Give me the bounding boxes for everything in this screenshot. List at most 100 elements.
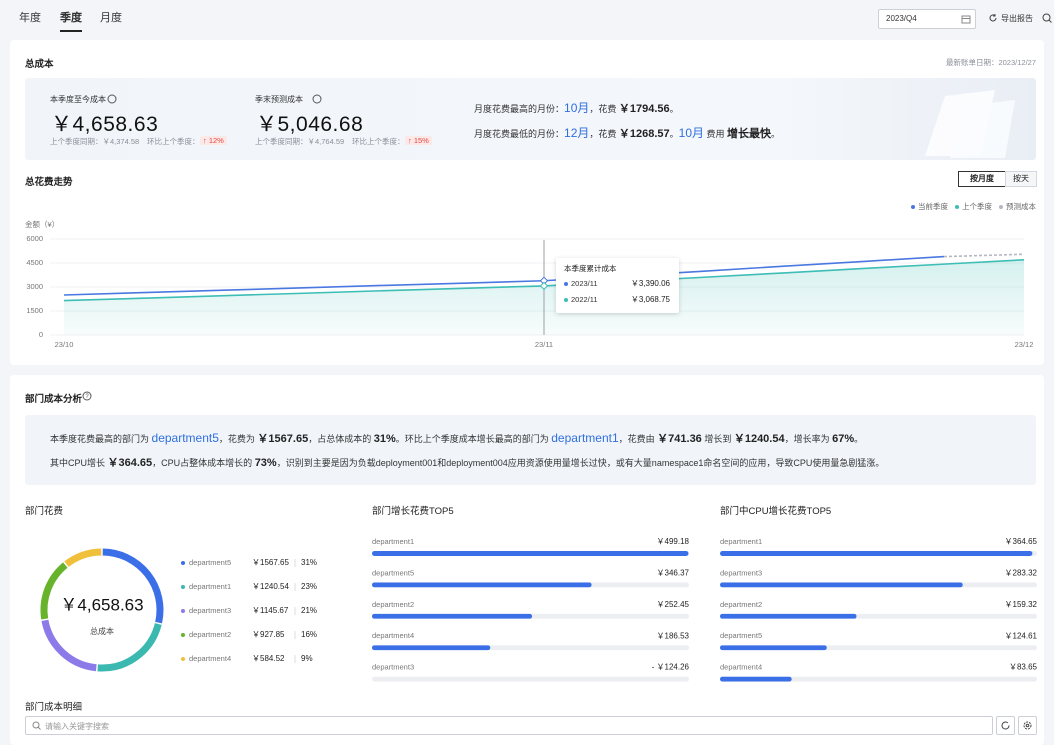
- bar: [372, 645, 491, 651]
- bar-value: ￥499.18: [657, 537, 690, 546]
- bar-label: department5: [372, 568, 414, 577]
- bar-label: department5: [720, 631, 762, 640]
- bar-track: [372, 676, 689, 682]
- legend-marker: [181, 633, 185, 637]
- bar-track-box: [372, 676, 689, 682]
- text-segment: 。: [854, 434, 864, 444]
- export-button[interactable]: 导出报告: [1001, 14, 1033, 23]
- bar-track-box: [372, 613, 689, 619]
- card-change-label: 环比上个季度：: [147, 137, 200, 146]
- x-tick-label: 23/11: [535, 340, 553, 349]
- text-segment: 费用: [704, 129, 728, 139]
- legend-label: 预测成本: [1006, 201, 1036, 211]
- bill-date: 最新账单日期：2023/12/27: [945, 58, 1036, 67]
- bar: [720, 613, 857, 619]
- legend-marker: [955, 205, 959, 209]
- bar: [720, 551, 1033, 556]
- toggle[interactable]: 按月度: [958, 171, 1006, 187]
- bar-track-box: [720, 676, 1037, 682]
- legend-marker: [181, 657, 185, 661]
- text-segment: ￥1268.57: [618, 128, 670, 140]
- refresh-button[interactable]: [996, 716, 1015, 735]
- y-tick-label: 3000: [26, 282, 43, 291]
- help-icon[interactable]: ?: [82, 391, 92, 401]
- help-icon[interactable]: [107, 94, 117, 104]
- period-picker[interactable]: 2023/Q4: [878, 9, 976, 29]
- bar-track-box: [372, 645, 689, 651]
- legend-value: ￥927.85: [252, 630, 285, 639]
- text-segment: ￥1240.54: [733, 433, 785, 445]
- bar-track-box: [372, 551, 689, 556]
- text-segment: 。: [669, 129, 679, 139]
- text-segment: 。: [771, 129, 781, 139]
- legend-percent: 9%: [301, 654, 313, 663]
- text-segment: ，识别到主要是因为负载deployment001和deployment004应用…: [276, 458, 885, 468]
- text-segment: 73%: [254, 457, 277, 469]
- bar: [720, 582, 963, 588]
- legend-percent: 21%: [301, 606, 317, 615]
- x-tick-label: 23/10: [55, 340, 74, 349]
- line: [63, 255, 945, 296]
- bar-value: ￥124.61: [1005, 631, 1038, 640]
- legend-marker: [911, 205, 915, 209]
- bar-value: ￥159.32: [1005, 600, 1038, 609]
- tooltip: [556, 258, 679, 313]
- refresh-icon: [1001, 721, 1010, 730]
- bar-track-box: [720, 645, 1037, 651]
- bar-label: department2: [372, 600, 414, 609]
- help-icon[interactable]: [312, 94, 322, 104]
- card-value: ￥4,658.63: [51, 113, 159, 136]
- section-title: 总成本: [25, 59, 54, 70]
- donut-segment: [64, 548, 102, 568]
- donut-segment: [97, 623, 162, 672]
- center-value: ￥4,658.63: [60, 595, 143, 614]
- text-segment: ，增长率为: [784, 434, 833, 444]
- help-circle: [107, 94, 117, 104]
- tab[interactable]: 年度: [19, 12, 41, 24]
- legend-label: 当前季度: [918, 201, 948, 211]
- bar-label: department3: [372, 663, 414, 672]
- settings-button[interactable]: [1018, 716, 1037, 735]
- text-segment: 本季度花费最高的部门为: [50, 434, 152, 444]
- legend-marker: [181, 585, 185, 589]
- summary-box: [25, 78, 1036, 160]
- bar-track-box: [720, 582, 1037, 588]
- text-segment: ￥1567.65: [257, 433, 309, 445]
- tab[interactable]: 季度: [60, 9, 82, 32]
- text-segment: 31%: [373, 433, 396, 445]
- bar-value: ￥252.45: [657, 600, 690, 609]
- text-segment: department1: [551, 431, 619, 445]
- legend-label: department1: [189, 582, 231, 591]
- svg-text:?: ?: [85, 394, 89, 400]
- text-segment: 增长到: [701, 434, 734, 444]
- search-icon: [32, 721, 41, 730]
- card-label: 季末预测成本: [255, 95, 303, 104]
- settings-icon: [1023, 721, 1032, 730]
- legend-value: ￥1145.67: [252, 606, 289, 615]
- card-compare: 上个季度同期：￥4,374.58: [50, 137, 140, 146]
- bar-label: department3: [720, 568, 762, 577]
- card-change-label: 环比上个季度：: [352, 137, 405, 146]
- toggle[interactable]: 按天: [1005, 171, 1037, 187]
- legend-label: department4: [189, 654, 231, 663]
- card-compare: 上个季度同期：￥4,764.59: [255, 137, 345, 146]
- detail-title: 部门成本明细: [25, 702, 83, 713]
- donut-segment: [40, 562, 68, 620]
- text-segment: 10月: [678, 126, 705, 140]
- bar-label: department4: [720, 663, 762, 672]
- tab[interactable]: 月度: [100, 12, 122, 24]
- legend-label: department3: [189, 606, 231, 615]
- y-tick-label: 6000: [26, 234, 43, 243]
- search-icon[interactable]: [1042, 13, 1052, 23]
- text-segment: 月度花费最低的月份：: [474, 129, 565, 139]
- search-input[interactable]: 请输入关键字搜索: [25, 716, 993, 735]
- text-segment: department5: [151, 431, 219, 445]
- y-axis-label: 金额（¥）: [25, 219, 59, 229]
- bar-track-box: [372, 582, 689, 588]
- bar-track-box: [720, 551, 1037, 556]
- text-line: 月度花费最高的月份：10月，花费 ￥1794.56。: [474, 96, 780, 121]
- line: [943, 253, 1025, 258]
- y-tick-label: 4500: [26, 258, 43, 267]
- export-icon: [989, 14, 997, 22]
